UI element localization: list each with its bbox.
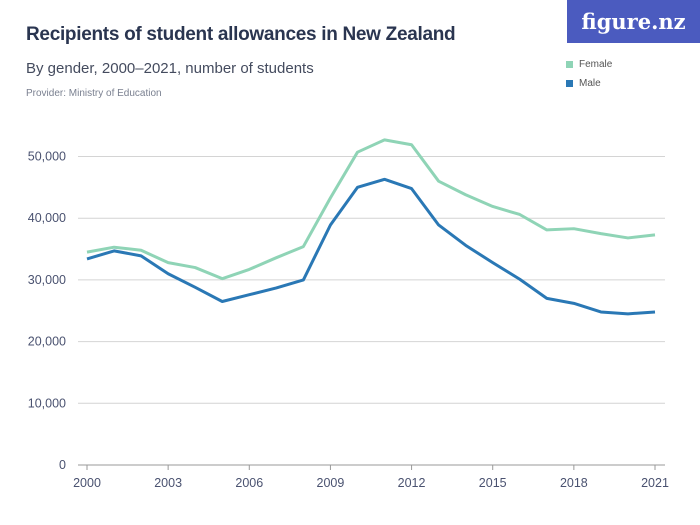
x-tick-label: 2003 <box>154 476 182 490</box>
x-tick-label: 2012 <box>398 476 426 490</box>
provider-note: Provider: Ministry of Education <box>26 88 162 99</box>
x-tick-label: 2015 <box>479 476 507 490</box>
chart-title: Recipients of student allowances in New … <box>26 24 456 45</box>
x-tick-label: 2018 <box>560 476 588 490</box>
legend-swatch-female <box>566 61 573 68</box>
legend-label-female: Female <box>579 59 613 70</box>
y-tick-label: 10,000 <box>28 396 66 410</box>
x-tick-label: 2021 <box>641 476 669 490</box>
legend-item-male: Male <box>566 78 601 89</box>
y-tick-label: 0 <box>59 458 66 472</box>
chart-subtitle: By gender, 2000–2021, number of students <box>26 60 314 77</box>
y-tick-label: 50,000 <box>28 150 66 164</box>
x-tick-label: 2006 <box>235 476 263 490</box>
legend-label-male: Male <box>579 78 601 89</box>
legend-swatch-male <box>566 80 573 87</box>
y-tick-label: 20,000 <box>28 335 66 349</box>
x-tick-label: 2009 <box>317 476 345 490</box>
legend-item-female: Female <box>566 59 612 70</box>
series-line-female <box>86 138 656 281</box>
y-tick-label: 40,000 <box>28 211 66 225</box>
figure-nz-logo[interactable]: figure.nz <box>567 0 700 43</box>
y-tick-label: 30,000 <box>28 273 66 287</box>
series-line-male <box>86 177 656 316</box>
x-tick-label: 2000 <box>73 476 101 490</box>
